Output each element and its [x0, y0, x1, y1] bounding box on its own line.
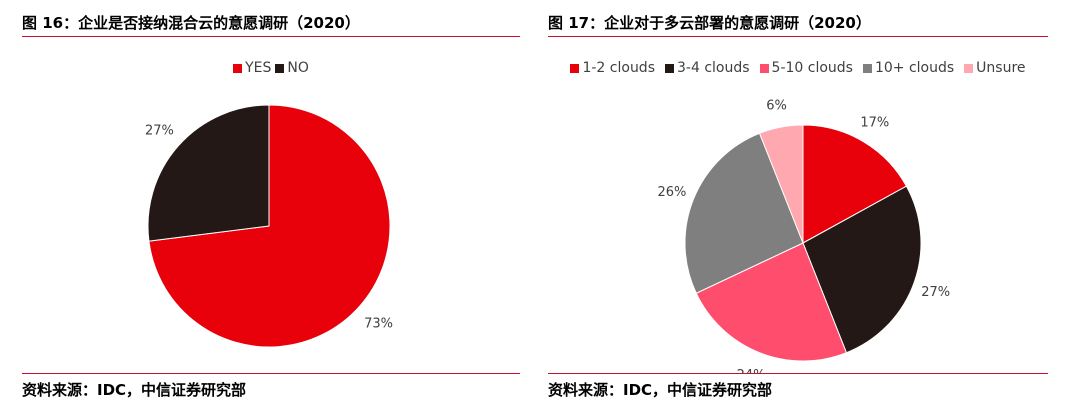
legend-label-1-2-clouds: 1-2 clouds [582, 60, 655, 76]
chart-panel-multi-cloud: 图 17：企业对于多云部署的意愿调研（2020） 1-2 clouds 3-4 … [548, 0, 1048, 409]
pie-slice-1-2-clouds [802, 124, 908, 244]
legend-item-no: NO [275, 60, 309, 76]
pie-slice-no [147, 104, 270, 242]
legend-item-5-10-clouds: 5-10 clouds [759, 60, 853, 76]
legend-swatch-1-2-clouds [570, 63, 580, 73]
title-divider [22, 36, 520, 37]
legend-label-10-plus-clouds: 10+ clouds [874, 60, 955, 76]
data-label-unsure: 6% [766, 98, 787, 113]
legend-swatch-unsure [964, 63, 974, 73]
chart-legend: YES NO [22, 60, 520, 76]
chart-panel-hybrid-cloud: 图 16：企业是否接纳混合云的意愿调研（2020） YES NO 73% 27% … [22, 0, 520, 409]
legend-item-3-4-clouds: 3-4 clouds [665, 60, 750, 76]
data-label-10-plus-clouds: 26% [657, 185, 686, 200]
legend-swatch-3-4-clouds [665, 63, 674, 73]
source-note: 资料来源：IDC，中信证券研究部 [22, 381, 247, 399]
pie-chart-multi-cloud: 17% 27% 24% 26% 6% [657, 98, 950, 373]
legend-item-10-plus-clouds: 10+ clouds [862, 60, 955, 76]
data-label-yes: 73% [364, 317, 393, 332]
legend-label-unsure: Unsure [976, 60, 1026, 76]
pie-slice-10-plus-clouds [684, 132, 804, 294]
data-label-no: 27% [145, 123, 174, 138]
source-divider [22, 373, 520, 374]
legend-swatch-yes [233, 63, 243, 73]
legend-swatch-no [275, 63, 285, 73]
legend-label-yes: YES [245, 60, 272, 76]
legend-item-unsure: Unsure [964, 60, 1026, 76]
legend-swatch-10-plus-clouds [862, 63, 872, 73]
legend-label-3-4-clouds: 3-4 clouds [677, 60, 750, 76]
legend-item-1-2-clouds: 1-2 clouds [570, 60, 655, 76]
chart-legend: 1-2 clouds 3-4 clouds 5-10 clouds 10+ cl… [548, 60, 1048, 76]
legend-label-no: NO [287, 60, 309, 76]
pie-slice-3-4-clouds [802, 185, 922, 354]
pie-slice-5-10-clouds [695, 242, 848, 362]
pie-slice-unsure [758, 124, 804, 244]
chart-title: 图 16：企业是否接纳混合云的意愿调研（2020） [22, 14, 360, 32]
data-label-5-10-clouds: 24% [737, 368, 766, 373]
title-divider [548, 36, 1048, 37]
source-divider [548, 373, 1048, 374]
source-note: 资料来源：IDC，中信证券研究部 [548, 381, 773, 399]
pie-chart-hybrid-cloud: 73% 27% [145, 104, 393, 348]
data-label-3-4-clouds: 27% [921, 285, 950, 300]
legend-label-5-10-clouds: 5-10 clouds [771, 60, 853, 76]
legend-item-yes: YES [233, 60, 271, 76]
data-label-1-2-clouds: 17% [860, 116, 889, 131]
legend-swatch-5-10-clouds [759, 63, 769, 73]
chart-title: 图 17：企业对于多云部署的意愿调研（2020） [548, 14, 871, 32]
